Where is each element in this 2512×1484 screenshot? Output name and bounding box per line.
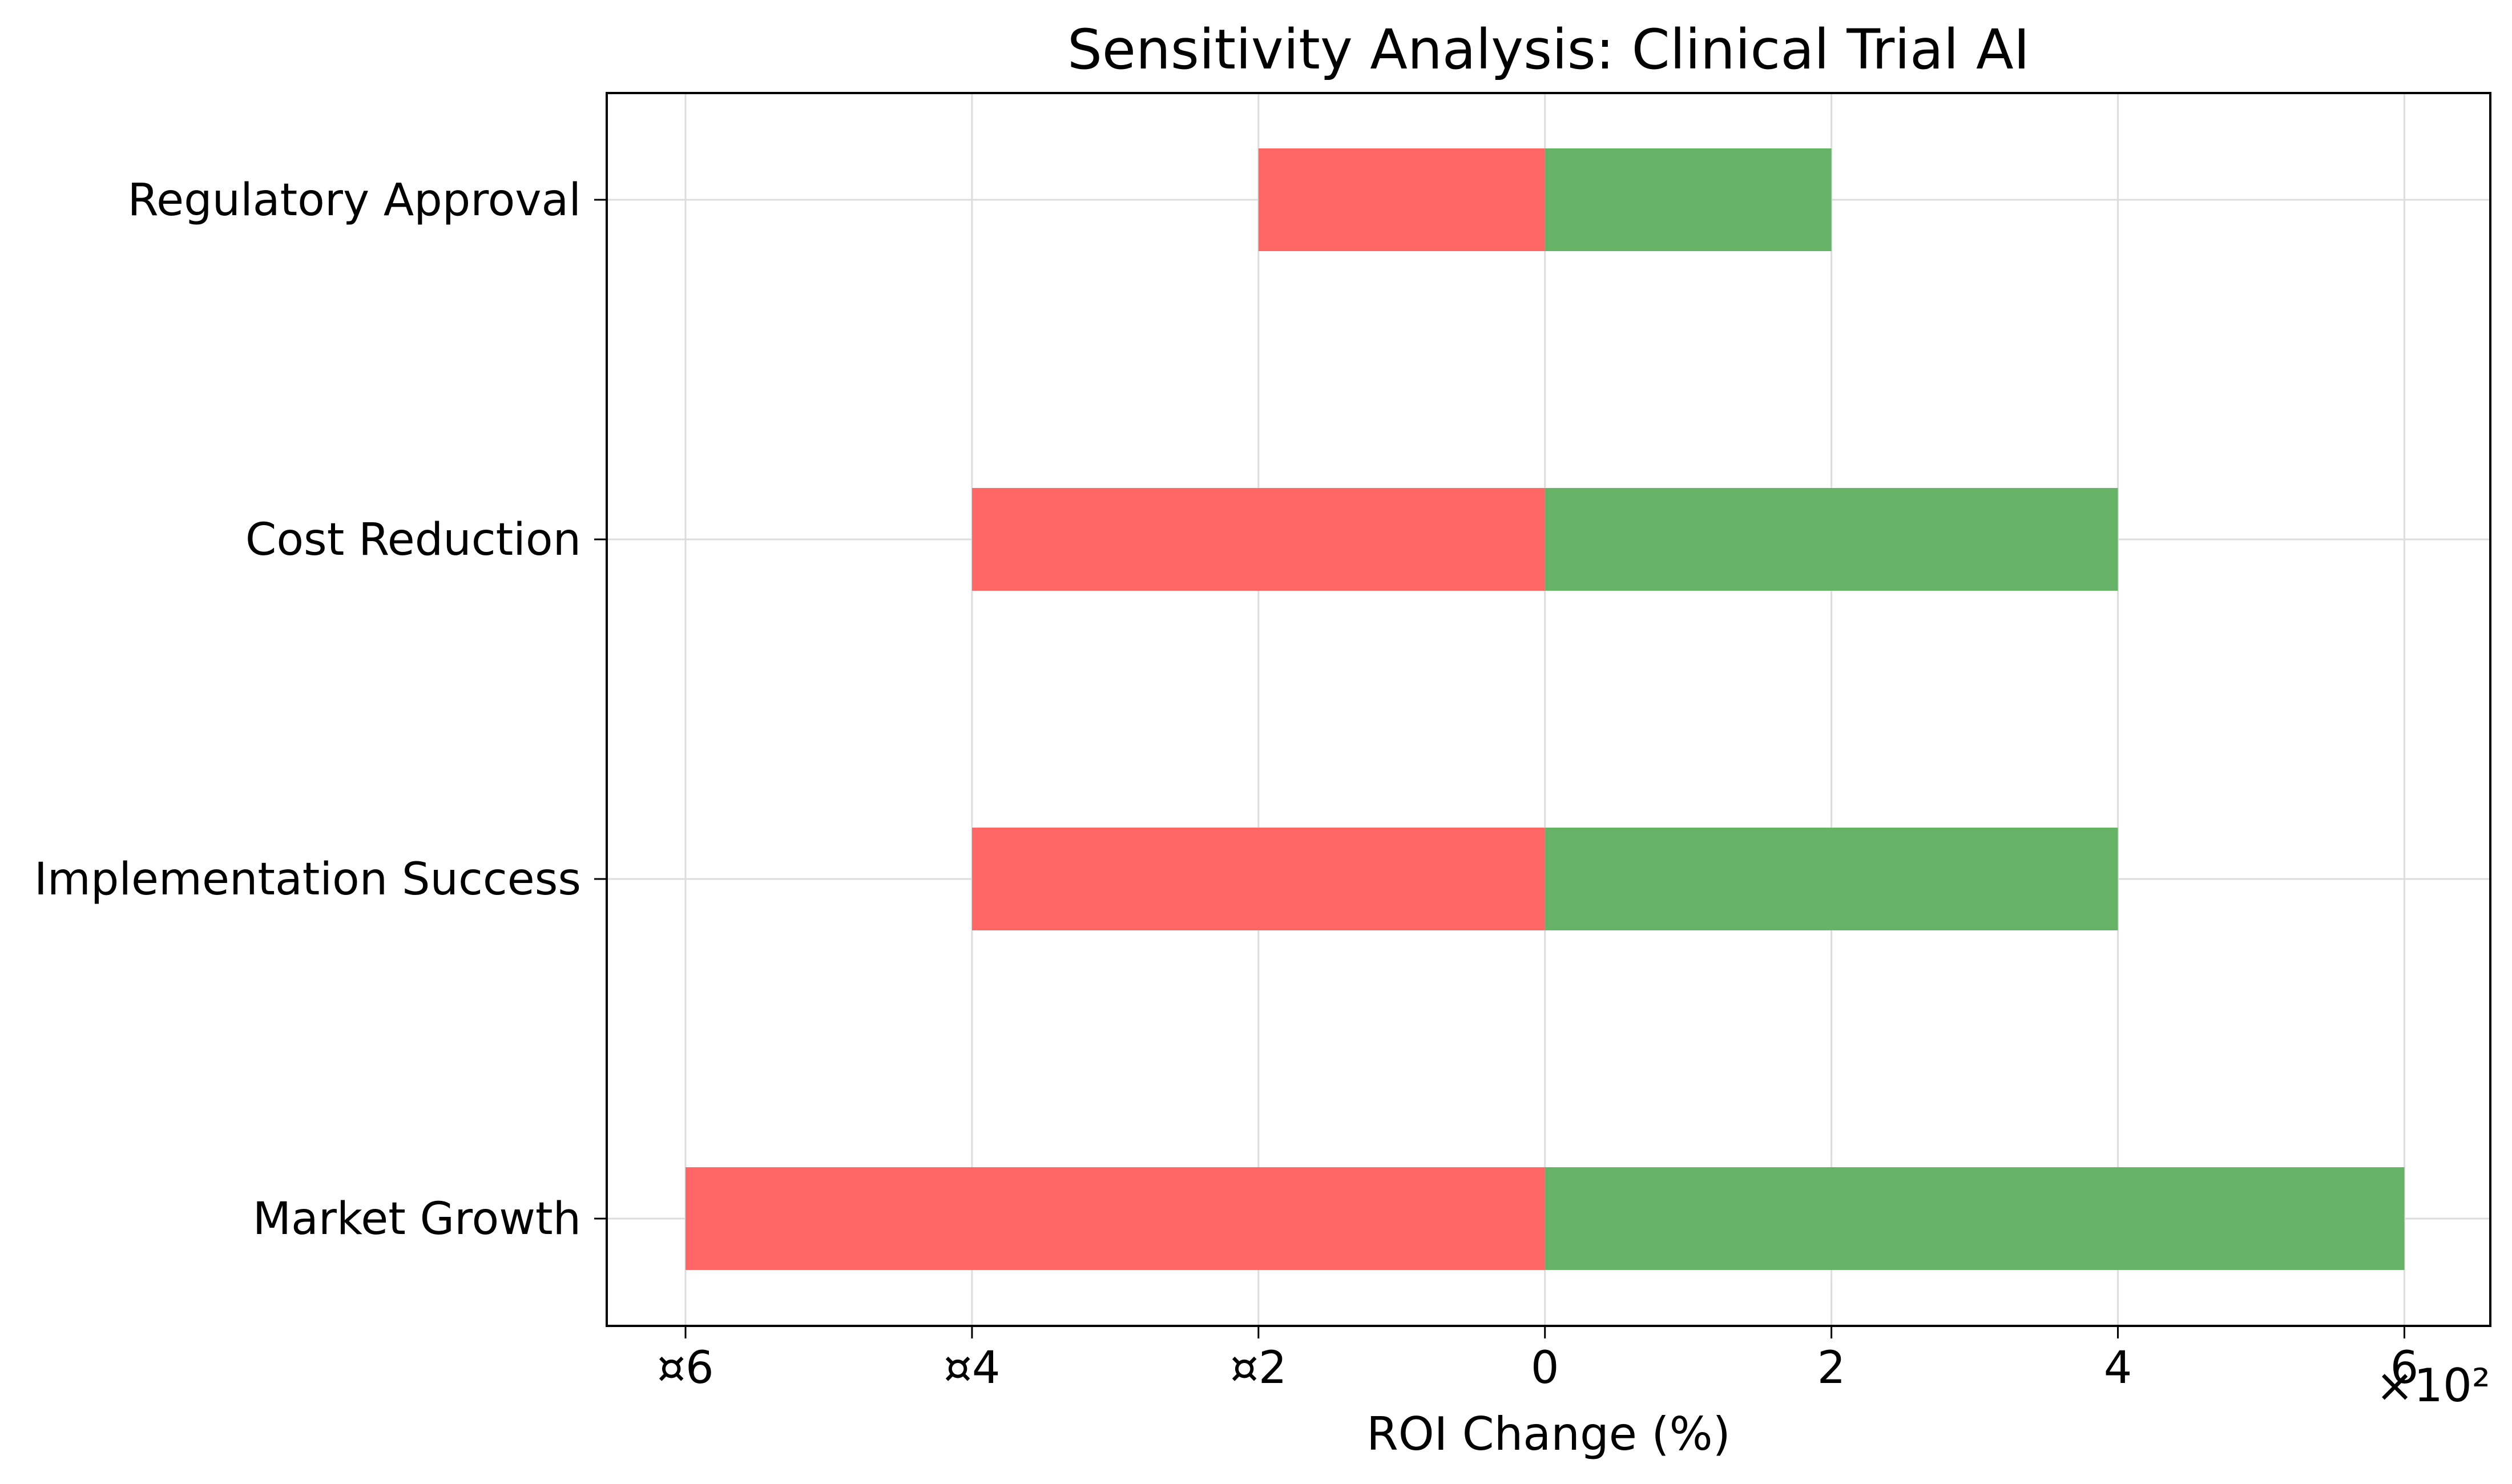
bar-positive-1 xyxy=(1545,488,2118,591)
x-tick-label-1: ¤4 xyxy=(943,1342,1000,1394)
bars xyxy=(686,148,2405,1270)
x-tick-label-3: 0 xyxy=(1531,1342,1559,1394)
y-tick-label-1: Cost Reduction xyxy=(245,514,581,566)
bar-negative-0 xyxy=(1258,148,1545,251)
bar-positive-3 xyxy=(1545,1167,2405,1270)
chart-title: Sensitivity Analysis: Clinical Trial AI xyxy=(1067,18,2030,82)
x-tick-label-4: 2 xyxy=(1817,1342,1846,1394)
y-tick-label-3: Market Growth xyxy=(253,1193,581,1245)
y-tick-label-0: Regulatory Approval xyxy=(127,175,581,226)
y-tick-label-2: Implementation Success xyxy=(34,854,581,905)
bar-negative-1 xyxy=(971,488,1545,591)
x-tick-label-6: 6 xyxy=(2390,1342,2419,1394)
bar-negative-2 xyxy=(971,828,1545,930)
x-axis-ticks: ¤6 ¤4 ¤2 0 2 4 6 xyxy=(657,1326,2418,1394)
x-tick-label-0: ¤6 xyxy=(657,1342,713,1394)
bar-negative-3 xyxy=(686,1167,1545,1270)
x-tick-label-2: ¤2 xyxy=(1230,1342,1287,1394)
plot-frame xyxy=(606,92,2491,1327)
x-tick-label-5: 4 xyxy=(2104,1342,2132,1394)
y-axis-ticks: Regulatory Approval Cost Reduction Impleme… xyxy=(34,175,607,1245)
x-axis-offset-text: ×10² xyxy=(2376,1359,2490,1412)
bar-positive-2 xyxy=(1545,828,2118,930)
bar-positive-0 xyxy=(1545,148,1832,251)
x-axis-label: ROI Change (%) xyxy=(1366,1408,1731,1461)
